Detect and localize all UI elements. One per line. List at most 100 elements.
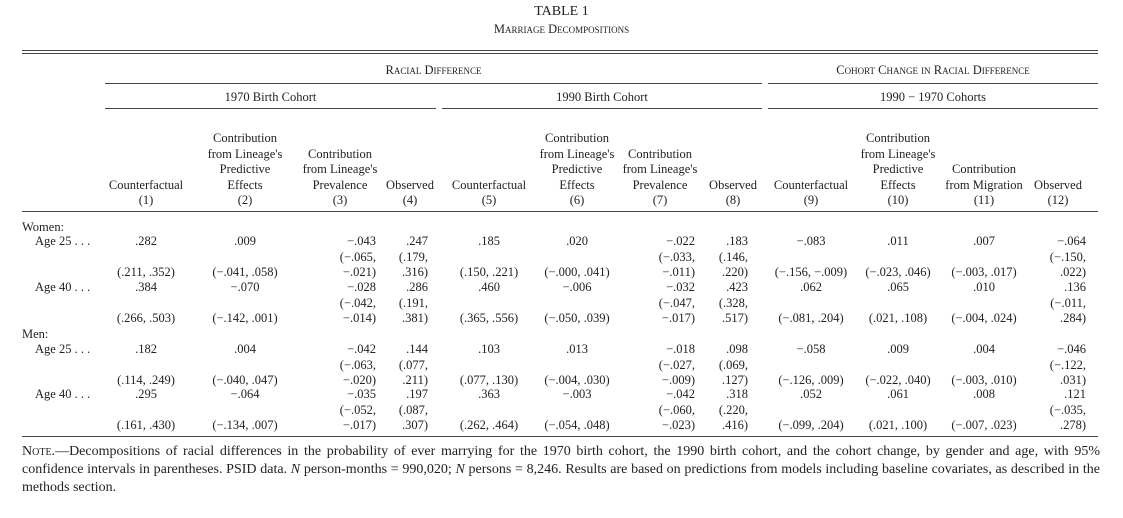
note-text: person-months = 990,020; [300,462,456,477]
rule [105,83,762,84]
bottom-rule [22,436,1098,437]
column-number: (1) [138,193,154,207]
column-number: (5) [481,193,497,207]
estimate: .061 [887,387,909,401]
column-header: Contribution from Lineage's Prevalence [622,146,698,192]
estimate: .136 [1064,280,1086,294]
confidence-interval: (−.060, −.023) [658,402,695,433]
group-label: Men: [22,327,49,341]
confidence-interval: (−.027, −.009) [658,357,695,388]
confidence-interval: (−.099, .204) [778,418,844,432]
confidence-interval: (−.023, .046) [865,265,931,279]
confidence-interval: (−.054, .048) [544,418,610,432]
top-rule [22,53,1098,54]
confidence-interval: (.328, .517) [718,295,748,326]
confidence-interval: (.087, .307) [398,402,428,433]
column-number: (7) [652,193,668,207]
estimate: −.043 [347,234,376,248]
estimate: .121 [1064,387,1086,401]
column-number: (4) [402,193,418,207]
estimate: −.018 [666,342,695,356]
confidence-interval: (−.041, .058) [212,265,278,279]
confidence-interval: (−.081, .204) [778,311,844,325]
estimate: .011 [887,234,909,248]
confidence-interval: (.220, .416) [718,402,748,433]
estimate: .318 [726,387,748,401]
estimate: −.003 [562,387,592,401]
confidence-interval: (.262, .464) [459,418,519,432]
estimate: .282 [135,234,157,248]
estimate: .065 [887,280,909,294]
estimate: −.064 [230,387,260,401]
confidence-interval: (−.033, −.011) [658,249,695,280]
row-label: Age 40 . . . [35,280,91,294]
confidence-interval: (.077, .211) [398,357,428,388]
estimate: .183 [726,234,748,248]
confidence-interval: (−.004, .024) [951,311,1017,325]
confidence-interval: (−.065, −.021) [339,249,376,280]
note-text: persons = 8,246. Results are based on pr… [22,462,1100,495]
confidence-interval: (−.063, −.020) [339,357,376,388]
confidence-interval: (−.003, .017) [951,265,1017,279]
confidence-interval: (.150, .221) [459,265,519,279]
estimate: −.070 [230,280,260,294]
estimate: .013 [566,342,588,356]
confidence-interval: (.114, .249) [117,373,175,387]
rule [768,83,1098,84]
confidence-interval: (−.007, .023) [951,418,1017,432]
confidence-interval: (−.122, .031) [1049,357,1086,388]
confidence-interval: (−.040, .047) [212,373,278,387]
confidence-interval: (−.156, −.009) [774,265,848,279]
column-number: (12) [1047,193,1069,207]
confidence-interval: (.021, .108) [868,311,928,325]
confidence-interval: (−.035, .278) [1049,402,1086,433]
column-header: Observed [386,177,434,192]
confidence-interval: (−.000, .041) [544,265,610,279]
confidence-interval: (.069, .127) [718,357,748,388]
estimate: −.083 [796,234,826,248]
estimate: −.032 [666,280,695,294]
confidence-interval: (−.134, .007) [212,418,278,432]
column-header: Contribution from Migration [945,162,1023,192]
confidence-interval: (−.052, −.017) [339,402,376,433]
confidence-interval: (.191, .381) [398,295,428,326]
rule [105,108,436,109]
estimate: .062 [800,280,822,294]
estimate: −.028 [347,280,376,294]
estimate: .004 [973,342,995,356]
confidence-interval: (.021, .100) [868,418,928,432]
confidence-interval: (−.042, −.014) [339,295,376,326]
top-rule [22,50,1098,51]
row-label: Age 40 . . . [35,387,91,401]
estimate: .144 [406,342,428,356]
column-header: Observed [709,177,757,192]
rule [442,108,762,109]
confidence-interval: (.179, .316) [398,249,428,280]
estimate: .004 [234,342,256,356]
confidence-interval: (−.022, .040) [865,373,931,387]
estimate: −.042 [347,342,376,356]
estimate: −.064 [1057,234,1086,248]
column-number: (10) [887,193,909,207]
estimate: .460 [478,280,500,294]
estimate: .009 [234,234,256,248]
sub-spanner: 1970 Birth Cohort [224,90,317,104]
estimate: .020 [566,234,588,248]
table-subtitle: Marriage Decompositions [493,22,630,36]
estimate: −.058 [796,342,826,356]
estimate: .007 [973,234,995,248]
column-number: (8) [725,193,741,207]
confidence-interval: (.211, .352) [117,265,175,279]
row-label: Age 25 . . . [35,342,91,356]
estimate: .247 [406,234,428,248]
row-label: Age 25 . . . [35,234,91,248]
estimate: −.006 [562,280,592,294]
estimate: .423 [726,280,748,294]
note-text: N [290,462,301,477]
column-header: Contribution from Lineage's Predictive E… [860,131,936,192]
column-header: Observed [1034,177,1082,192]
estimate: .185 [478,234,500,248]
note-text: —Decompositions of racial differences in… [22,444,1100,477]
note-label: Note. [22,444,56,459]
estimate: −.022 [666,234,695,248]
